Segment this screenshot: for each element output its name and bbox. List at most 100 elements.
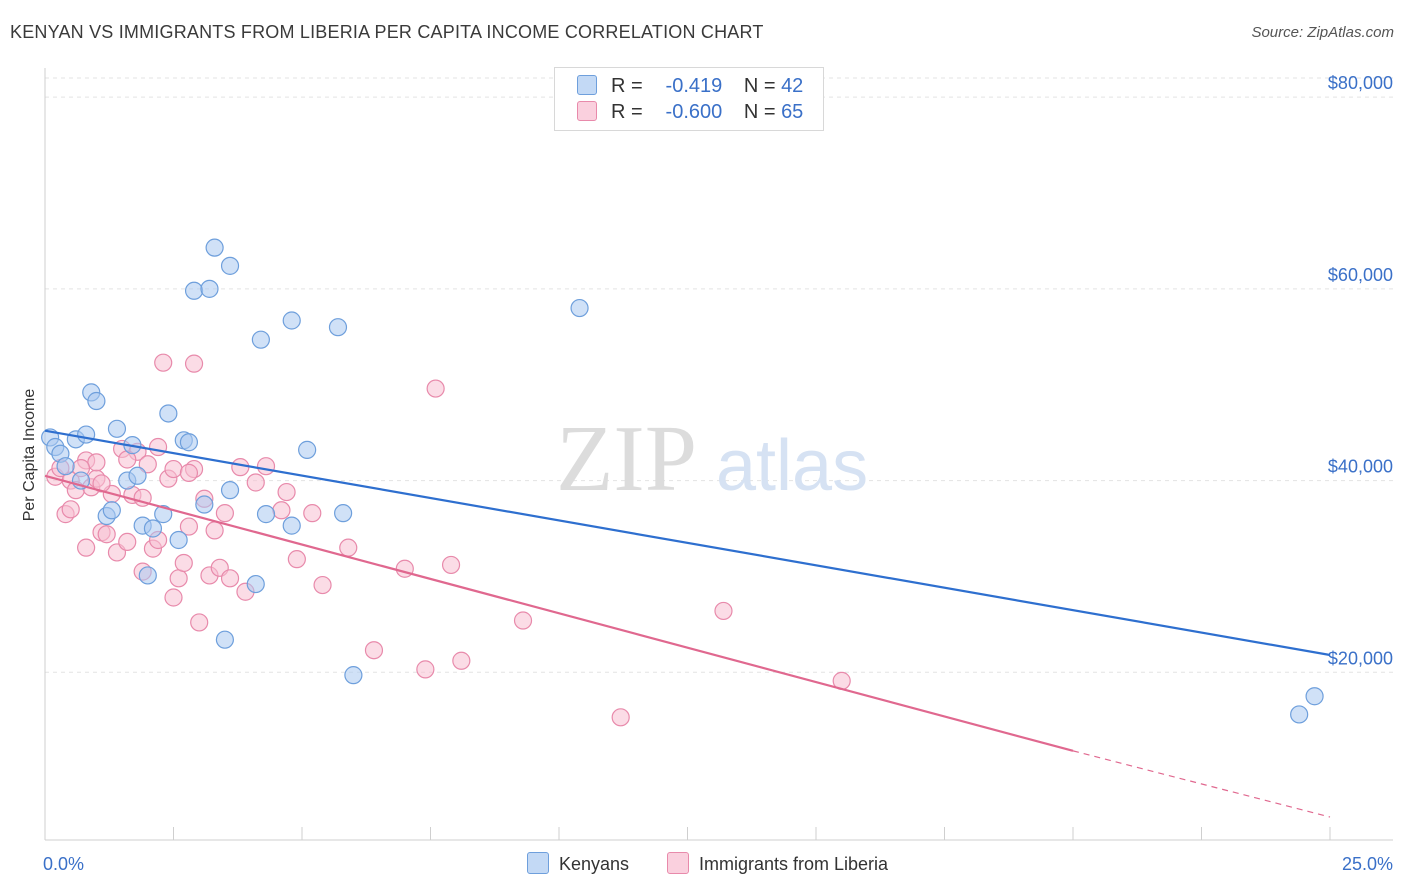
liberia-point [77,538,96,557]
liberia-point [215,504,234,523]
kenyans-point [570,298,589,318]
n-value: 42 [781,75,804,97]
y-tick-label: $20,000 [1328,648,1393,668]
liberia-point [205,521,224,540]
liberia-trendline-extension [1072,750,1331,818]
x-tick-label: 0.0% [43,854,84,874]
kenyans-point [215,630,234,649]
liberia-point [184,354,204,373]
liberia-point [416,660,435,679]
kenyans-point [102,501,121,520]
liberia-point [426,379,445,398]
kenyans-legend-swatch [527,852,549,874]
liberia-point [513,611,533,630]
kenyans-point [328,318,348,337]
r-value: -0.600 [665,101,723,123]
liberia-point [164,588,183,607]
kenyans-trendline [44,429,1331,657]
r-label: R = [611,75,643,97]
liberia-point [287,550,306,569]
liberia-point [364,641,384,660]
kenyans-point [251,330,270,349]
kenyans-point [344,666,363,685]
stats-row-liberia: R = -0.600 N = 65 [577,101,803,125]
r-label: R = [611,101,643,123]
liberia-point [190,613,209,632]
legend-item-liberia[interactable]: Immigrants from Liberia [667,852,888,875]
liberia-point [179,517,199,536]
liberia-point [452,651,471,670]
liberia-point [87,453,106,472]
legend-item-kenyans[interactable]: Kenyans [527,852,629,875]
y-tick-label: $60,000 [1328,265,1393,285]
kenyans-point [159,404,178,423]
kenyans-point [205,238,224,257]
liberia-point [138,455,157,474]
kenyans-point [220,481,240,500]
liberia-point [169,569,188,588]
liberia-point [220,569,240,588]
liberia-point [179,463,199,482]
x-tick-label: 25.0% [1342,854,1393,874]
kenyans-point [298,440,317,459]
y-tick-label: $40,000 [1328,457,1393,477]
r-value: -0.419 [665,75,723,97]
liberia-point [118,532,137,552]
kenyans-point [143,519,163,538]
liberia-point [61,500,80,519]
n-label: N = [743,75,776,97]
watermark-atlas: atlas [716,426,868,506]
kenyans-point [87,391,106,411]
n-value: 65 [781,101,804,123]
trend-layer [44,429,1331,818]
watermark: ZIP atlas [556,407,868,511]
liberia-point [154,353,173,372]
legend-label-liberia: Immigrants from Liberia [699,854,889,874]
liberia-point [611,708,630,727]
liberia-point [277,482,296,502]
liberia-point [339,538,358,557]
y-tick-label: $80,000 [1328,73,1393,93]
liberia-point [174,553,193,573]
kenyans-point [282,311,301,330]
kenyans-point [138,566,157,585]
watermark-zip: ZIP [556,407,697,511]
axis-layer: $20,000 $40,000 $60,000 $80,000 0.0% 25.0% [43,68,1393,874]
kenyans-point [1290,705,1309,724]
liberia-point [164,459,183,479]
kenyans-swatch [577,75,597,95]
kenyans-point [334,504,353,523]
kenyans-point [246,574,265,594]
stats-legend: R = -0.419 N = 42 R = -0.600 N = 65 [554,67,824,131]
liberia-point [303,504,322,523]
source-label: Source: ZipAtlas.com [1251,24,1394,41]
points-layer [41,238,1324,727]
kenyans-point [169,530,188,550]
kenyans-point [184,281,204,300]
liberia-point [714,601,733,621]
liberia-legend-swatch [667,852,689,874]
kenyans-point [179,433,199,452]
liberia-point [272,501,291,520]
kenyans-point [56,457,75,476]
legend-label-kenyans: Kenyans [559,854,630,874]
liberia-trendline [44,474,1074,752]
kenyans-point [128,466,147,485]
liberia-point [246,473,265,492]
n-label: N = [743,101,776,123]
liberia-point [313,575,332,595]
liberia-swatch [577,101,597,121]
kenyans-point [77,425,96,444]
kenyans-point [200,279,219,298]
kenyans-point [256,505,276,524]
liberia-point [441,555,461,575]
kenyans-point [220,256,240,275]
liberia-point [256,457,276,476]
liberia-point [148,437,168,457]
liberia-point [231,458,250,477]
kenyans-point [154,505,173,524]
liberia-point [97,525,116,544]
kenyans-point [107,419,127,438]
chart-title: KENYAN VS IMMIGRANTS FROM LIBERIA PER CA… [10,22,764,42]
